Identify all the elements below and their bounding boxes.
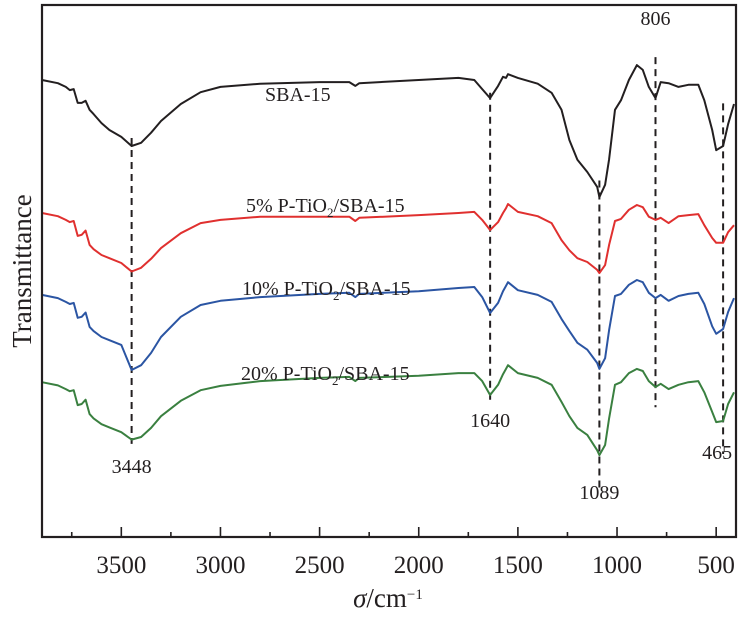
x-tick-label-500: 500 xyxy=(697,552,735,579)
x-tick-label-1500: 1500 xyxy=(493,552,543,579)
x-axis-title: σ/cm−1 xyxy=(353,583,423,613)
peak-guide-lines xyxy=(130,57,725,492)
peak-label-465: 465 xyxy=(702,442,732,464)
x-tick-label-3000: 3000 xyxy=(195,552,245,579)
series-line-2 xyxy=(41,279,735,371)
peak-label-806: 806 xyxy=(640,8,670,30)
series-label-5pct: 5% P-TiO2/SBA-15 xyxy=(246,195,405,220)
y-axis-title: Transmittance xyxy=(7,194,37,347)
x-tick-label-2500: 2500 xyxy=(295,552,345,579)
peak-label-3448: 3448 xyxy=(112,456,152,478)
series-line-3 xyxy=(41,364,735,457)
x-axis-tick-labels: 3500 3000 2500 2000 1500 1000 500 xyxy=(96,552,735,579)
series-label-10pct: 10% P-TiO2/SBA-15 xyxy=(242,278,411,303)
peak-label-1089: 1089 xyxy=(579,482,619,504)
x-tick-label-2000: 2000 xyxy=(394,552,444,579)
series-line-0 xyxy=(41,64,735,199)
series-label-sba15: SBA-15 xyxy=(265,84,331,106)
x-tick-label-1000: 1000 xyxy=(592,552,642,579)
peak-label-1640: 1640 xyxy=(470,410,510,432)
x-tick-label-3500: 3500 xyxy=(96,552,146,579)
peak-labels: 3448 1640 1089 806 465 xyxy=(112,8,732,504)
series-line-1 xyxy=(41,203,735,275)
x-axis-ticks xyxy=(70,527,717,537)
spectra-curves xyxy=(41,64,735,457)
series-label-20pct: 20% P-TiO2/SBA-15 xyxy=(241,363,410,388)
plot-frame xyxy=(40,3,738,539)
